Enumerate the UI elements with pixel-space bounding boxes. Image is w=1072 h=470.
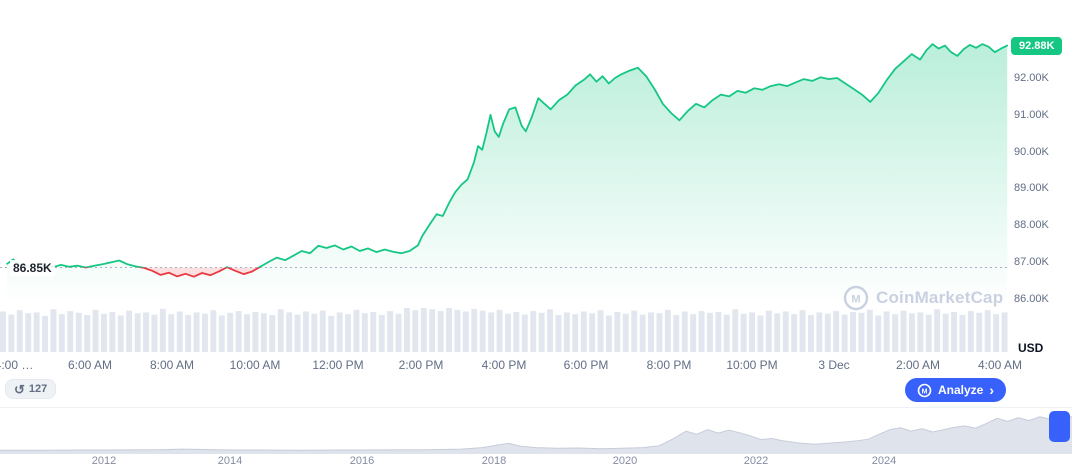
watermark-text: CoinMarketCap — [876, 288, 1004, 307]
minimap-chart[interactable] — [0, 408, 1072, 454]
price-area-below-baseline — [7, 267, 1008, 277]
time-axis-label: 10:00 AM — [229, 358, 281, 372]
minimap-area — [0, 416, 1072, 454]
watchlist-count: 127 — [28, 383, 48, 395]
analyze-button[interactable]: M Analyze › — [904, 378, 1006, 402]
time-axis-label: 12:00 PM — [312, 358, 364, 372]
price-axis-label: 89.00K — [1014, 182, 1049, 194]
price-axis-label: 92.00K — [1014, 72, 1049, 84]
time-axis-label: 10:00 PM — [726, 358, 778, 372]
baseline-price-label: 86.85K — [10, 260, 55, 276]
chevron-right-icon: › — [989, 382, 994, 398]
price-line-down — [29, 267, 261, 278]
watermark: M CoinMarketCap — [843, 285, 1003, 311]
svg-text:M: M — [851, 294, 860, 306]
minimap-year-label: 2020 — [612, 455, 638, 467]
price-axis-label: 86.00K — [1014, 293, 1049, 305]
time-axis: 4:00 … 6:00 AM 8:00 AM 10:00 AM 12:00 PM 2:00… — [0, 358, 1022, 374]
price-line-up — [6, 43, 1009, 268]
minimap-year-label: 2014 — [217, 455, 243, 467]
coinmarketcap-logo-icon: M — [843, 285, 869, 311]
minimap-year-label: 2022 — [743, 455, 769, 467]
watchlist-count-badge[interactable]: ↺ 127 — [5, 379, 57, 399]
time-axis-label: 4:00 PM — [481, 358, 527, 372]
svg-text:M: M — [922, 388, 928, 395]
price-axis-label: 91.00K — [1014, 109, 1049, 121]
time-axis-label: 8:00 AM — [149, 358, 195, 372]
minimap-year-label: 2024 — [871, 455, 897, 467]
currency-unit-label: USD — [1018, 341, 1044, 355]
time-axis-label: 8:00 PM — [646, 358, 692, 372]
price-chart[interactable] — [0, 0, 1010, 352]
minimap-year-label: 2016 — [349, 455, 375, 467]
minimap-brush-handle[interactable] — [1049, 411, 1070, 442]
analyze-logo-icon: M — [917, 383, 932, 397]
price-axis-label: 88.00K — [1014, 219, 1049, 231]
section-divider — [0, 407, 1072, 408]
current-price-badge: 92.88K — [1011, 37, 1063, 55]
time-axis-label: 2:00 PM — [398, 358, 444, 372]
history-clock-icon: ↺ — [14, 381, 25, 397]
chart-toolbar: ↺ 127 M Analyze › — [0, 376, 1072, 406]
price-area-fill — [7, 44, 1008, 305]
time-axis-label: 3 Dec — [818, 358, 850, 372]
volume-bars — [0, 308, 1008, 352]
time-axis-label: 4:00 … — [0, 358, 34, 372]
time-axis-label: 2:00 AM — [895, 358, 941, 372]
minimap-year-axis: 2012 2014 2016 2018 2020 2022 2024 — [0, 455, 1072, 469]
minimap-year-label: 2012 — [91, 455, 117, 467]
minimap-year-label: 2018 — [481, 455, 507, 467]
time-axis-label: 4:00 AM — [977, 358, 1023, 372]
time-axis-label: 6:00 PM — [563, 358, 609, 372]
time-axis-label: 6:00 AM — [67, 358, 113, 372]
minimap-line — [0, 416, 1072, 451]
price-axis-label: 87.00K — [1014, 256, 1049, 268]
price-axis-label: 90.00K — [1014, 146, 1049, 158]
analyze-label: Analyze — [937, 383, 984, 397]
